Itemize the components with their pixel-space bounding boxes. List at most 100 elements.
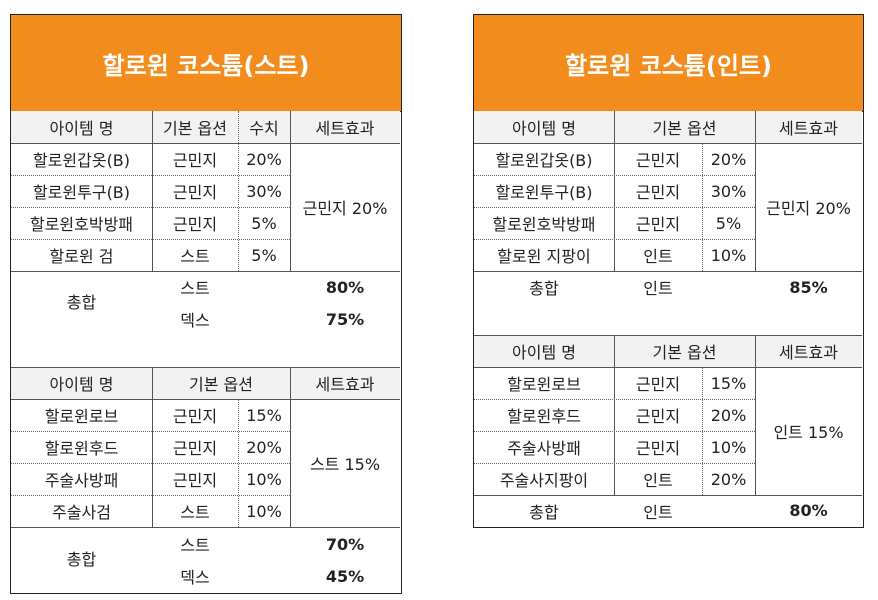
right-t1-row-option: 근민지 xyxy=(635,183,681,202)
left-t1-header-bg xyxy=(11,111,400,143)
right-t1-row-value: 30% xyxy=(710,181,747,201)
right-t1-row-option: 인트 xyxy=(643,247,673,266)
left-total1-val2: 75% xyxy=(325,309,365,329)
grid-line xyxy=(755,111,756,271)
right-t2-row-value: 10% xyxy=(710,437,747,457)
grid-line xyxy=(11,207,290,208)
grid-line xyxy=(11,239,290,240)
left-t2-row-option: 스트 xyxy=(180,503,210,522)
right-t1-row-option: 근민지 xyxy=(635,215,681,234)
left-t1-header-item: 아이템 명 xyxy=(49,119,114,138)
grid-line xyxy=(11,271,400,272)
right-t1-header-bg xyxy=(474,111,862,143)
grid-line xyxy=(290,111,291,271)
left-t2-row-item: 주술사검 xyxy=(52,503,111,522)
right-t1-header-item: 아이템 명 xyxy=(512,119,576,138)
right-t1-header-option: 기본 옵션 xyxy=(652,119,717,138)
left-t2-row-value: 10% xyxy=(246,501,282,521)
left-t1-row-option: 근민지 xyxy=(172,151,218,170)
left-total2-stat1: 스트 xyxy=(180,536,210,555)
left-t2-row-option: 근민지 xyxy=(172,471,218,490)
grid-line xyxy=(702,367,703,495)
right-t2-row-item: 할로윈후드 xyxy=(507,407,581,426)
grid-line xyxy=(152,111,153,271)
right-total1-stat1: 인트 xyxy=(643,279,673,298)
left-t2-row-item: 할로윈로브 xyxy=(44,407,119,426)
right-total1-val1: 85% xyxy=(789,277,828,297)
right-total2-label: 총합 xyxy=(529,502,559,522)
left-title: 할로윈 코스튬(스트) xyxy=(11,15,401,112)
right-t2-row-value: 20% xyxy=(710,469,747,489)
grid-line xyxy=(11,399,400,400)
grid-line xyxy=(474,495,862,496)
left-t1-row-item: 할로윈 검 xyxy=(49,247,114,266)
left-t1-row-value: 30% xyxy=(246,181,282,201)
grid-line xyxy=(11,527,400,528)
right-t2-row-option: 인트 xyxy=(643,471,673,490)
right-t2-set-effect: 인트 15% xyxy=(773,423,844,442)
grid-line xyxy=(702,143,703,271)
grid-line xyxy=(614,335,615,495)
grid-line xyxy=(474,335,862,336)
left-t1-row-item: 할로윈갑옷(B) xyxy=(32,151,131,170)
right-t1-row-item: 할로윈투구(B) xyxy=(495,183,593,202)
left-total2-val1: 70% xyxy=(325,534,365,554)
left-t1-header-value: 수치 xyxy=(249,119,279,138)
right-t1-row-value: 5% xyxy=(715,213,742,233)
left-t1-row-option: 근민지 xyxy=(172,183,218,202)
left-t2-row-option: 근민지 xyxy=(172,407,218,426)
right-title: 할로윈 코스튬(인트) xyxy=(474,15,863,112)
left-t2-row-value: 20% xyxy=(246,437,282,457)
right-t2-header-item: 아이템 명 xyxy=(512,343,576,362)
right-t2-row-option: 근민지 xyxy=(635,407,681,426)
left-total2-stat2: 덱스 xyxy=(180,568,210,587)
left-total2-val2: 45% xyxy=(325,566,365,586)
right-t2-row-value: 20% xyxy=(710,405,747,425)
right-t1-row-option: 근민지 xyxy=(635,151,681,170)
right-t2-row-item: 할로윈로브 xyxy=(507,375,581,394)
left-t1-header-option: 기본 옵션 xyxy=(163,119,227,138)
left-t2-row-option: 근민지 xyxy=(172,439,218,458)
right-t2-row-item: 주술사지팡이 xyxy=(499,471,589,490)
right-t1-row-value: 20% xyxy=(710,149,747,169)
right-t1-set-effect: 근민지 20% xyxy=(766,199,851,218)
grid-line xyxy=(152,367,153,527)
left-panel: 할로윈 코스튬(스트) 아이템 명 기본 옵션 수치 세트효과 할로윈갑옷(B)… xyxy=(10,14,402,594)
left-t2-row-item: 주술사방패 xyxy=(44,471,119,490)
grid-line xyxy=(11,175,290,176)
left-t2-set-effect: 스트 15% xyxy=(309,455,381,474)
left-t2-header-option: 기본 옵션 xyxy=(189,375,253,394)
left-total1-val1: 80% xyxy=(325,277,365,297)
right-total1-label: 총합 xyxy=(529,279,559,298)
grid-line xyxy=(238,399,239,527)
grid-line xyxy=(11,143,400,144)
left-t1-row-item: 할로윈투구(B) xyxy=(32,183,131,202)
left-t1-row-option: 근민지 xyxy=(172,215,218,234)
left-t1-row-value: 5% xyxy=(251,245,277,265)
right-t1-row-value: 10% xyxy=(710,245,747,265)
left-t1-set-effect: 근민지 20% xyxy=(302,199,388,218)
left-t1-row-value: 20% xyxy=(246,149,282,169)
left-t2-header-set: 세트효과 xyxy=(315,375,375,394)
grid-line xyxy=(11,367,400,368)
right-t1-row-item: 할로윈호박방패 xyxy=(492,215,596,234)
right-t2-row-item: 주술사방패 xyxy=(507,439,581,458)
grid-line xyxy=(290,367,291,527)
grid-line xyxy=(11,495,290,496)
right-t1-row-item: 할로윈 지팡이 xyxy=(497,247,591,266)
left-t1-header-set: 세트효과 xyxy=(315,119,375,138)
right-t1-row-item: 할로윈갑옷(B) xyxy=(495,151,593,170)
left-total1-label: 총합 xyxy=(66,293,97,312)
right-t2-header-option: 기본 옵션 xyxy=(652,343,717,362)
left-total1-stat1: 스트 xyxy=(180,279,210,298)
right-panel: 할로윈 코스튬(인트) 아이템 명 기본 옵션 세트효과 할로윈갑옷(B) 근민… xyxy=(473,14,864,528)
left-t2-row-value: 10% xyxy=(246,469,282,489)
left-t1-row-value: 5% xyxy=(251,213,277,233)
right-t2-row-option: 근민지 xyxy=(635,375,681,394)
grid-line xyxy=(11,463,290,464)
right-t2-header-set: 세트효과 xyxy=(779,343,838,362)
right-t1-header-set: 세트효과 xyxy=(779,119,838,138)
grid-line xyxy=(474,367,862,368)
right-t2-row-value: 15% xyxy=(710,373,747,393)
left-t1-row-item: 할로윈호박방패 xyxy=(29,215,134,234)
